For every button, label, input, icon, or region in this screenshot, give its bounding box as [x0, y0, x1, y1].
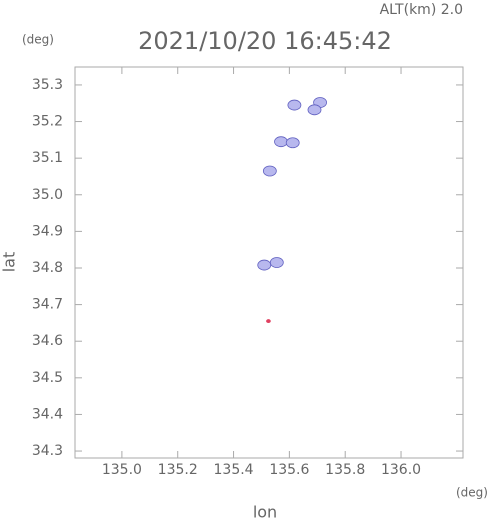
x-label: lon	[253, 503, 277, 521]
x-tick-label: 135.4	[214, 462, 254, 478]
y-tick-label: 35.0	[32, 187, 63, 203]
y-tick-label: 35.3	[32, 77, 63, 93]
data-point	[307, 104, 322, 116]
y-tick-label: 35.1	[32, 150, 63, 166]
y-tick-label: 35.2	[32, 114, 63, 130]
y-tick-label: 34.9	[32, 223, 63, 239]
data-point	[257, 259, 272, 271]
data-point	[269, 257, 284, 268]
chart-title: 2021/10/20 16:45:42	[138, 27, 392, 55]
y-tick-label: 34.5	[32, 370, 63, 386]
altitude: ALT(km) 2.0	[380, 2, 463, 18]
y-unit: (deg)	[22, 33, 54, 47]
y-tick-label: 34.7	[32, 297, 63, 313]
y-tick-label: 34.6	[32, 333, 63, 349]
data-point	[274, 136, 288, 148]
data-point	[287, 99, 302, 111]
y-label: lat	[0, 252, 19, 273]
x-unit: (deg)	[456, 486, 488, 500]
data-point	[285, 137, 300, 149]
x-tick-label: 135.0	[102, 462, 142, 478]
x-tick-label: 135.2	[158, 462, 198, 478]
x-tick-label: 136.0	[381, 462, 421, 478]
x-tick-label: 135.6	[269, 462, 309, 478]
plot-frame	[74, 66, 464, 459]
y-tick-label: 34.8	[32, 260, 63, 276]
x-tick-label: 135.8	[325, 462, 365, 478]
y-tick-label: 34.4	[32, 406, 63, 422]
data-point	[266, 319, 271, 323]
data-point	[262, 165, 277, 177]
y-tick-label: 34.3	[32, 443, 63, 459]
